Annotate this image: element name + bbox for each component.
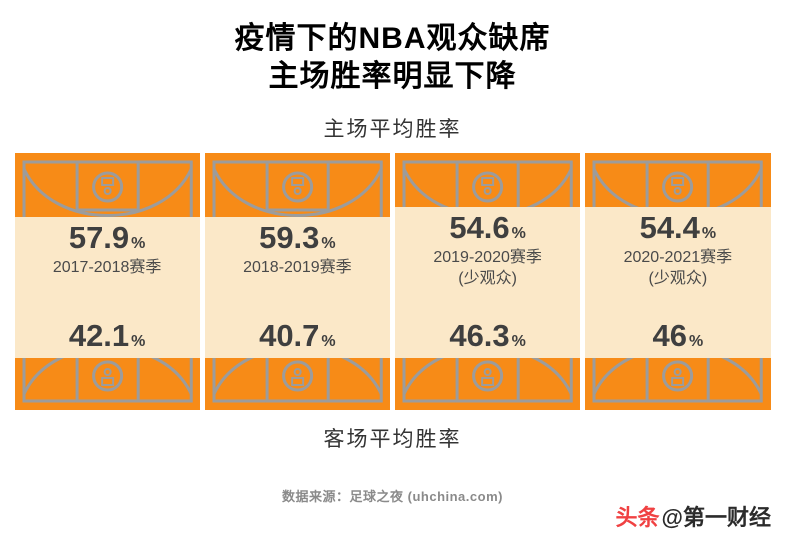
home-win-rate-value: 57.9 — [68, 219, 130, 255]
court-panel-3: 54.6% 2019-2020赛季 (少观众) 46.3% — [395, 152, 581, 410]
home-win-rate-value: 59.3 — [259, 219, 320, 255]
home-win-rate-value: 54.6 — [449, 209, 510, 245]
season-label: 2017-2018赛季 — [53, 258, 162, 279]
toutiao-logo: 头条 — [615, 505, 660, 530]
away-win-rate: 46% — [653, 318, 704, 354]
home-win-rate-value: 54.4 — [639, 209, 700, 245]
page-title: 疫情下的NBA观众缺席 主场胜率明显下降 — [0, 0, 785, 97]
season-label: 2018-2019赛季 — [243, 258, 352, 279]
percent-sign: % — [689, 332, 704, 350]
season-name: 2019-2020赛季 — [433, 248, 542, 266]
page-title-line1: 疫情下的NBA观众缺席 — [234, 22, 551, 55]
page-title-line2: 主场胜率明显下降 — [268, 60, 517, 94]
percent-sign: % — [321, 234, 336, 252]
stats-band: 57.9% 2017-2018赛季 42.1% — [14, 216, 200, 358]
season-label: 2020-2021赛季 (少观众) — [624, 248, 733, 290]
percent-sign: % — [131, 234, 146, 252]
away-win-rate: 42.1% — [69, 318, 146, 354]
away-win-rate-value: 46.3 — [449, 317, 510, 353]
data-source-caption: 数据来源：足球之夜 (uhchina.com) — [282, 488, 503, 504]
season-name: 2020-2021赛季 — [623, 248, 733, 266]
away-win-rate-value: 42.1 — [68, 317, 130, 353]
percent-sign: % — [321, 332, 336, 350]
away-win-rate-value: 40.7 — [259, 317, 320, 353]
home-win-rate: 59.3% — [259, 220, 336, 256]
stats-band: 54.4% 2020-2021赛季 (少观众) 46% — [585, 206, 771, 358]
away-axis-label: 客场平均胜率 — [323, 427, 462, 451]
percent-sign: % — [131, 332, 146, 350]
court-panel-4: 54.4% 2020-2021赛季 (少观众) 46% — [585, 152, 771, 410]
court-panel-1: 57.9% 2017-2018赛季 42.1% — [14, 152, 200, 410]
court-chart: 57.9% 2017-2018赛季 42.1% 59.3% 2018-2019赛… — [14, 152, 771, 410]
stats-band: 59.3% 2018-2019赛季 40.7% — [204, 216, 390, 358]
home-win-rate: 54.4% — [640, 210, 717, 246]
court-panel-2: 59.3% 2018-2019赛季 40.7% — [204, 152, 390, 410]
season-note: (少观众) — [458, 269, 517, 287]
percent-sign: % — [511, 224, 526, 242]
season-name: 2017-2018赛季 — [52, 258, 162, 276]
stats-band: 54.6% 2019-2020赛季 (少观众) 46.3% — [395, 206, 581, 358]
home-win-rate: 54.6% — [449, 210, 526, 246]
percent-sign: % — [701, 224, 717, 242]
home-axis-label: 主场平均胜率 — [323, 117, 462, 141]
publisher-watermark: 头条@第一财经 — [616, 500, 771, 532]
season-note: (少观众) — [648, 269, 708, 287]
away-win-rate: 46.3% — [449, 318, 526, 354]
publisher-account: @第一财经 — [661, 505, 771, 530]
season-label: 2019-2020赛季 (少观众) — [433, 248, 542, 290]
season-name: 2018-2019赛季 — [243, 258, 352, 276]
percent-sign: % — [511, 332, 526, 350]
away-win-rate-value: 46 — [652, 317, 687, 353]
home-win-rate: 57.9% — [69, 220, 146, 256]
away-win-rate: 40.7% — [259, 318, 336, 354]
